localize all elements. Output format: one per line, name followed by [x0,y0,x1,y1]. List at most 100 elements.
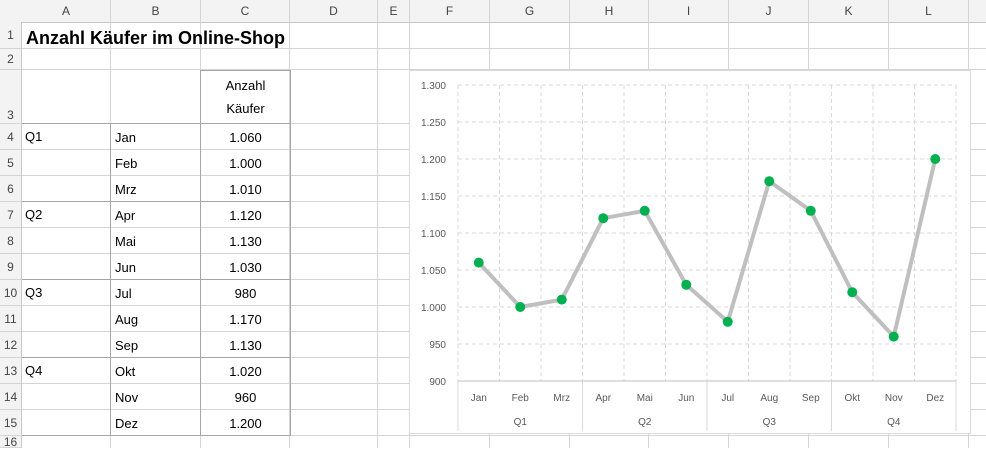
column-header-h[interactable]: H [570,0,649,22]
row-header-2[interactable]: 2 [0,49,22,70]
y-tick-label: 1.200 [421,155,446,166]
month-cell[interactable]: Mai [115,234,136,249]
data-point [556,294,567,305]
value-cell[interactable]: 1.130 [229,234,262,249]
y-tick-label: 1.100 [421,229,446,240]
column-header-d[interactable]: D [290,0,378,22]
x-tick-label: Dez [926,393,944,404]
table-border-left-c [200,70,201,436]
column-header-j[interactable]: J [729,0,809,22]
month-cell[interactable]: Mrz [115,182,137,197]
month-cell[interactable]: Jan [115,130,136,145]
data-point [639,205,650,216]
month-cell[interactable]: Okt [115,364,136,379]
x-tick-label: Mai [637,393,653,404]
row-header-10[interactable]: 10 [0,280,22,306]
row-header-16[interactable]: 16 [0,436,22,448]
value-cell[interactable]: 1.010 [229,182,262,197]
x-tick-label: Mrz [553,393,570,404]
row-header-4[interactable]: 4 [0,124,22,150]
month-cell[interactable]: Feb [115,156,138,171]
value-cell[interactable]: 1.060 [229,130,262,145]
row-header-1[interactable]: 1 [0,22,22,49]
quarter-cell[interactable]: Q2 [25,207,43,222]
row-header-8[interactable]: 8 [0,228,22,254]
y-tick-label: 1.050 [421,266,446,277]
table-border-right-c [290,70,291,436]
quarter-cell[interactable]: Q4 [25,363,43,378]
value-cell[interactable]: 980 [234,286,257,301]
column-header-a[interactable]: A [22,0,111,22]
y-tick-label: 1.150 [421,192,446,203]
data-point [930,154,941,164]
table-border-top-header [200,70,291,71]
column-header-k[interactable]: K [809,0,889,22]
column-header-b[interactable]: B [111,0,201,22]
row-header-7[interactable]: 7 [0,202,22,228]
y-tick-label: 1.300 [421,81,446,92]
row-header-3[interactable]: 3 [0,70,22,124]
month-cell[interactable]: Dez [115,416,139,431]
value-cell[interactable]: 1.020 [229,364,262,379]
value-cell[interactable]: 1.130 [229,338,262,353]
table-border-quarter [22,435,291,436]
data-point [473,257,484,268]
data-point [681,279,692,290]
row-header-15[interactable]: 15 [0,410,22,436]
sheet-title[interactable]: Anzahl Käufer im Online-Shop [26,28,286,48]
grid-line-horizontal [22,69,986,70]
data-point [805,205,816,216]
chart-svg: 900 950 1.000 1.050 1.100 1.150 1.200 1.250 1.30… [421,81,957,431]
data-point [722,316,733,327]
quarter-cell[interactable]: Q3 [25,285,43,300]
data-point [888,331,899,342]
month-cell[interactable]: Jun [115,260,136,275]
month-cell[interactable]: Jul [115,286,132,301]
y-tick-label: 1.250 [421,118,446,129]
month-cell[interactable]: Sep [115,338,139,353]
header-kaeufer[interactable]: Käufer [226,101,265,116]
row-header-12[interactable]: 12 [0,332,22,358]
x-group-label: Q1 [514,417,528,428]
row-header-14[interactable]: 14 [0,384,22,410]
x-group-label: Q4 [887,417,901,428]
month-cell[interactable]: Apr [115,208,136,223]
quarter-cell[interactable]: Q1 [25,129,43,144]
column-header-l[interactable]: L [889,0,969,22]
data-point [598,213,609,224]
row-header-11[interactable]: 11 [0,306,22,332]
value-cell[interactable]: 1.000 [229,156,262,171]
table-border-left-b [110,124,111,436]
column-header-e[interactable]: E [378,0,410,22]
row-header-13[interactable]: 13 [0,358,22,384]
x-group-label: Q2 [638,417,652,428]
x-tick-label: Nov [885,393,903,404]
month-cell[interactable]: Aug [115,312,139,327]
x-tick-label: Aug [760,393,778,404]
grid-line-horizontal [22,48,986,49]
column-header-i[interactable]: I [649,0,729,22]
column-header-f[interactable]: F [410,0,490,22]
column-header-c[interactable]: C [201,0,290,22]
line-chart[interactable]: 900 950 1.000 1.050 1.100 1.150 1.200 1.250 1.30… [409,70,971,434]
row-header-6[interactable]: 6 [0,176,22,202]
value-cell[interactable]: 1.170 [229,312,262,327]
column-header-g[interactable]: G [490,0,570,22]
row-header-9[interactable]: 9 [0,254,22,280]
header-anzahl[interactable]: Anzahl [225,78,266,93]
x-tick-label: Jun [678,393,694,404]
x-tick-label: Jan [471,393,487,404]
x-tick-label: Feb [512,393,530,404]
value-cell[interactable]: 1.120 [229,208,262,223]
x-tick-label: Sep [802,393,820,404]
value-cell[interactable]: 960 [234,390,257,405]
value-cell[interactable]: 1.200 [229,416,262,431]
grid-line-horizontal [22,435,986,436]
month-cell[interactable]: Nov [115,390,139,405]
table-border-quarter [22,279,291,280]
row-header-5[interactable]: 5 [0,150,22,176]
value-cell[interactable]: 1.030 [229,260,262,275]
y-tick-label: 950 [429,340,446,351]
